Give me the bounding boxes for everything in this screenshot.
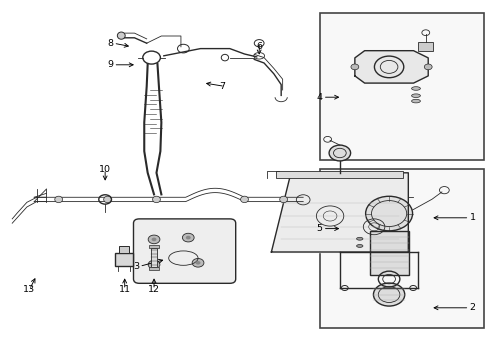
Bar	[150, 248, 157, 267]
Circle shape	[350, 64, 358, 70]
Text: 4: 4	[316, 93, 322, 102]
Bar	[369, 231, 408, 275]
Bar	[418, 42, 432, 51]
Bar	[119, 246, 128, 253]
Ellipse shape	[411, 99, 420, 103]
Bar	[320, 13, 483, 160]
Bar	[149, 245, 159, 248]
Text: 10: 10	[99, 165, 111, 174]
Text: 9: 9	[107, 60, 113, 69]
Text: 13: 13	[23, 285, 35, 294]
Circle shape	[195, 261, 200, 265]
Text: 12: 12	[148, 285, 160, 294]
Text: 6: 6	[256, 42, 262, 51]
Ellipse shape	[55, 196, 62, 203]
Circle shape	[365, 196, 412, 231]
Text: 3: 3	[133, 262, 139, 271]
Circle shape	[151, 263, 156, 266]
Ellipse shape	[356, 244, 362, 247]
Text: 11: 11	[119, 285, 130, 294]
Circle shape	[192, 258, 203, 267]
Bar	[320, 169, 483, 328]
Ellipse shape	[356, 237, 362, 240]
Bar	[276, 171, 403, 178]
Ellipse shape	[411, 94, 420, 98]
Bar	[115, 253, 132, 266]
Circle shape	[424, 64, 431, 70]
Text: 1: 1	[468, 213, 474, 222]
Circle shape	[328, 145, 350, 161]
Circle shape	[151, 238, 156, 241]
Circle shape	[148, 235, 160, 244]
Text: 7: 7	[219, 82, 224, 91]
Ellipse shape	[152, 196, 160, 203]
Polygon shape	[354, 51, 427, 83]
Text: 5: 5	[316, 224, 322, 233]
Ellipse shape	[240, 196, 248, 203]
Circle shape	[148, 260, 160, 269]
FancyBboxPatch shape	[133, 219, 235, 283]
Polygon shape	[271, 173, 407, 252]
Circle shape	[182, 233, 194, 242]
Text: 2: 2	[468, 303, 474, 312]
Ellipse shape	[103, 196, 111, 203]
Ellipse shape	[411, 87, 420, 90]
Circle shape	[373, 283, 404, 306]
Ellipse shape	[279, 196, 287, 203]
Text: 8: 8	[107, 39, 113, 48]
Bar	[149, 267, 159, 270]
Ellipse shape	[117, 32, 125, 39]
Circle shape	[185, 236, 190, 239]
